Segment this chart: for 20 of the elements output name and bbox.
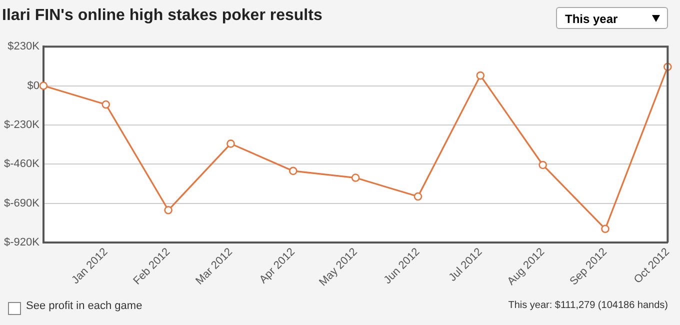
y-tick-label: $-690K	[4, 197, 40, 210]
point	[39, 82, 48, 90]
text: See profit in each game	[26, 300, 142, 312]
point	[289, 166, 298, 176]
point	[102, 100, 110, 109]
point	[476, 71, 485, 80]
y-tick-label: $-230K	[4, 118, 40, 131]
point	[538, 160, 547, 170]
y-tick-label: $-920K	[4, 236, 40, 249]
dropdown: This year	[556, 7, 668, 29]
point	[351, 174, 360, 182]
chart-title: Ilari FIN's online high stakes poker results	[2, 7, 322, 25]
point	[164, 206, 172, 214]
y-tick-label: $-460K	[4, 158, 40, 170]
text: This year: $111,279 (104186 hands)	[508, 300, 668, 311]
y-tick-label: $0	[27, 80, 40, 92]
point	[226, 140, 235, 148]
point	[414, 192, 422, 201]
point	[601, 224, 610, 234]
y-tick-label: $230K	[8, 40, 40, 53]
